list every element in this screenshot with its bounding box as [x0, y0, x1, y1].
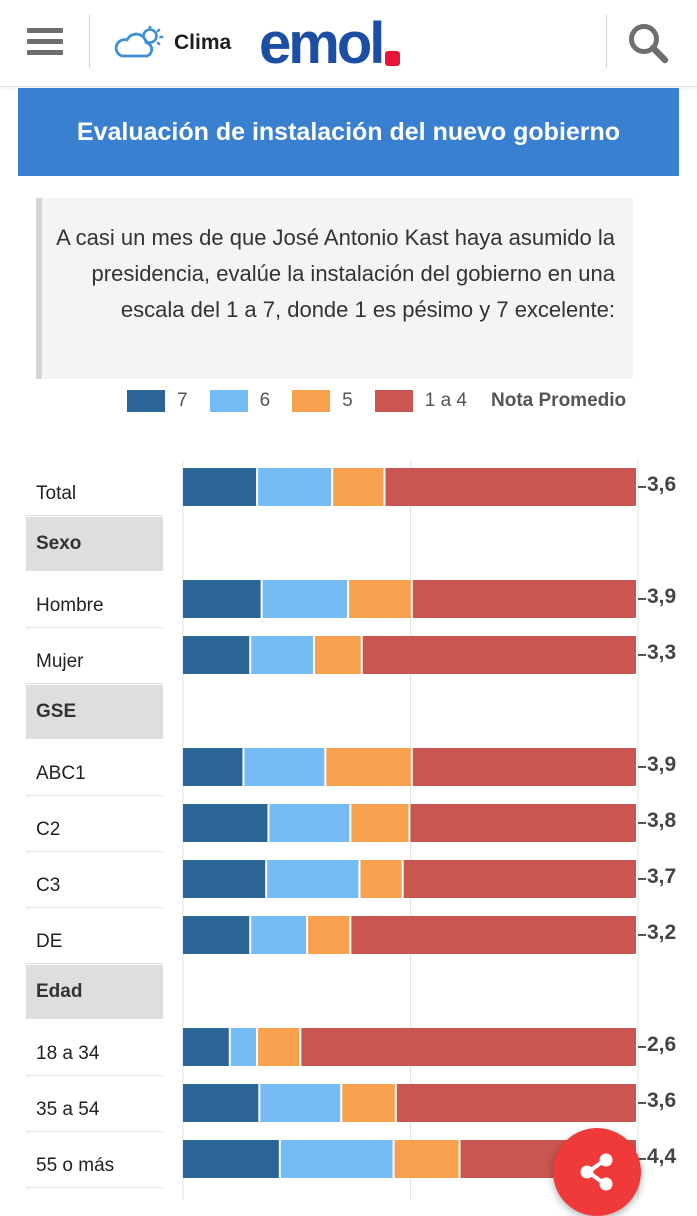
weather-link[interactable]: Clima: [114, 26, 231, 60]
category-label: C3: [26, 852, 163, 908]
chart-title-band: Evaluación de instalación del nuevo gobi…: [18, 88, 679, 176]
bar-segment-7[interactable]: [183, 916, 250, 954]
average-score-label: 3,6: [647, 473, 677, 496]
category-label: 55 o más: [26, 1132, 163, 1188]
bar-segment-6[interactable]: [269, 804, 350, 842]
bar-segment-5[interactable]: [314, 636, 361, 674]
bar-segment-7[interactable]: [183, 804, 268, 842]
bar-segment-7[interactable]: [183, 636, 250, 674]
average-score-label: 3,3: [647, 641, 677, 664]
legend-item: 5: [292, 390, 353, 412]
legend-swatch: [127, 390, 165, 412]
survey-question-box: A casi un mes de que José Antonio Kast h…: [36, 198, 633, 379]
bar-segment-1-a-4[interactable]: [396, 1084, 636, 1122]
average-score-label: 2,6: [647, 1033, 677, 1056]
bar-segment-5[interactable]: [333, 468, 384, 506]
category-label: C2: [26, 796, 163, 852]
legend-item: 1 a 4: [374, 390, 467, 412]
legend-swatch: [292, 390, 331, 412]
hamburger-menu-icon[interactable]: [27, 28, 63, 56]
top-navigation-bar: Clima emol: [0, 0, 697, 87]
bar-segment-5[interactable]: [326, 748, 411, 786]
bar-segment-7[interactable]: [183, 860, 266, 898]
bar-segment-1-a-4[interactable]: [412, 748, 636, 786]
category-label: ABC1: [26, 740, 163, 796]
average-score-label: 3,2: [647, 921, 677, 944]
chart-legend: 7 6 5 1 a 4 Nota Promedio: [127, 388, 626, 414]
survey-question: A casi un mes de que José Antonio Kast h…: [56, 225, 615, 322]
bar-segment-6[interactable]: [267, 860, 359, 898]
bar-segment-5[interactable]: [342, 1084, 395, 1122]
legend-swatch: [209, 390, 248, 412]
bar-segment-5[interactable]: [308, 916, 350, 954]
legend-label: 1 a 4: [424, 390, 467, 411]
average-score-label: 3,9: [647, 753, 677, 776]
legend-label: 7: [177, 390, 188, 411]
category-label: Hombre: [26, 572, 163, 628]
average-score-label: 3,6: [647, 1089, 677, 1112]
group-header: Sexo: [26, 517, 163, 571]
cloud-sun-icon: [114, 26, 164, 58]
bar-segment-1-a-4[interactable]: [385, 468, 636, 506]
share-button[interactable]: [553, 1128, 641, 1216]
bar-segment-7[interactable]: [183, 1084, 259, 1122]
bar-segment-6[interactable]: [280, 1140, 393, 1178]
emol-logo[interactable]: emol: [259, 11, 401, 76]
legend-item: 6: [209, 390, 271, 412]
bar-segment-7[interactable]: [183, 1140, 279, 1178]
chart-title: Evaluación de instalación del nuevo gobi…: [76, 117, 621, 146]
legend-label: 5: [342, 390, 353, 411]
bar-segment-1-a-4[interactable]: [351, 916, 636, 954]
nav-divider: [606, 14, 607, 68]
logo-red-dot: [385, 51, 401, 66]
weather-label: Clima: [174, 31, 232, 54]
average-score-label: 4,4: [647, 1145, 677, 1168]
bar-segment-6[interactable]: [262, 580, 348, 618]
category-label: 35 a 54: [26, 1076, 163, 1132]
bar-segment-1-a-4[interactable]: [362, 636, 636, 674]
bar-segment-7[interactable]: [183, 1028, 229, 1066]
bar-segment-5[interactable]: [258, 1028, 300, 1066]
nav-divider: [89, 14, 90, 68]
average-score-label: 3,7: [647, 865, 677, 888]
bar-segment-1-a-4[interactable]: [301, 1028, 636, 1066]
category-label: 18 a 34: [26, 1020, 163, 1076]
bar-segment-5[interactable]: [351, 804, 409, 842]
category-label: Mujer: [26, 628, 163, 684]
bar-segment-7[interactable]: [183, 748, 243, 786]
search-icon[interactable]: [627, 22, 669, 64]
bar-segment-6[interactable]: [244, 748, 325, 786]
stacked-bar-chart: Total 3,6 Sexo Hombre 3,9 Mujer 3,3 GSE ABC1 3,9 C…: [0, 430, 697, 1200]
bar-segment-6[interactable]: [258, 468, 332, 506]
bar-segment-6[interactable]: [251, 636, 313, 674]
average-score-label: 3,9: [647, 585, 677, 608]
bar-segment-5[interactable]: [360, 860, 402, 898]
legend-label: 6: [259, 390, 271, 411]
legend-swatch: [374, 390, 413, 412]
category-label: DE: [26, 908, 163, 964]
bar-segment-7[interactable]: [183, 468, 257, 506]
bar-segment-1-a-4[interactable]: [403, 860, 636, 898]
bar-segment-7[interactable]: [183, 580, 261, 618]
average-score-label: 3,8: [647, 809, 677, 832]
legend-item: 7: [127, 390, 188, 412]
bar-segment-6[interactable]: [260, 1084, 341, 1122]
bar-segment-6[interactable]: [230, 1028, 257, 1066]
legend-average-label: Nota Promedio: [491, 390, 627, 411]
bar-segment-6[interactable]: [251, 916, 307, 954]
group-header: Edad: [26, 965, 163, 1019]
logo-text: emol: [259, 11, 385, 76]
bar-segment-5[interactable]: [394, 1140, 459, 1178]
group-header: GSE: [26, 685, 163, 739]
bar-segment-1-a-4[interactable]: [412, 580, 636, 618]
bar-segment-5[interactable]: [349, 580, 411, 618]
chart-canvas: [182, 460, 646, 1200]
bar-segment-1-a-4[interactable]: [410, 804, 637, 842]
share-icon: [580, 1153, 613, 1191]
category-label: Total: [26, 460, 163, 516]
